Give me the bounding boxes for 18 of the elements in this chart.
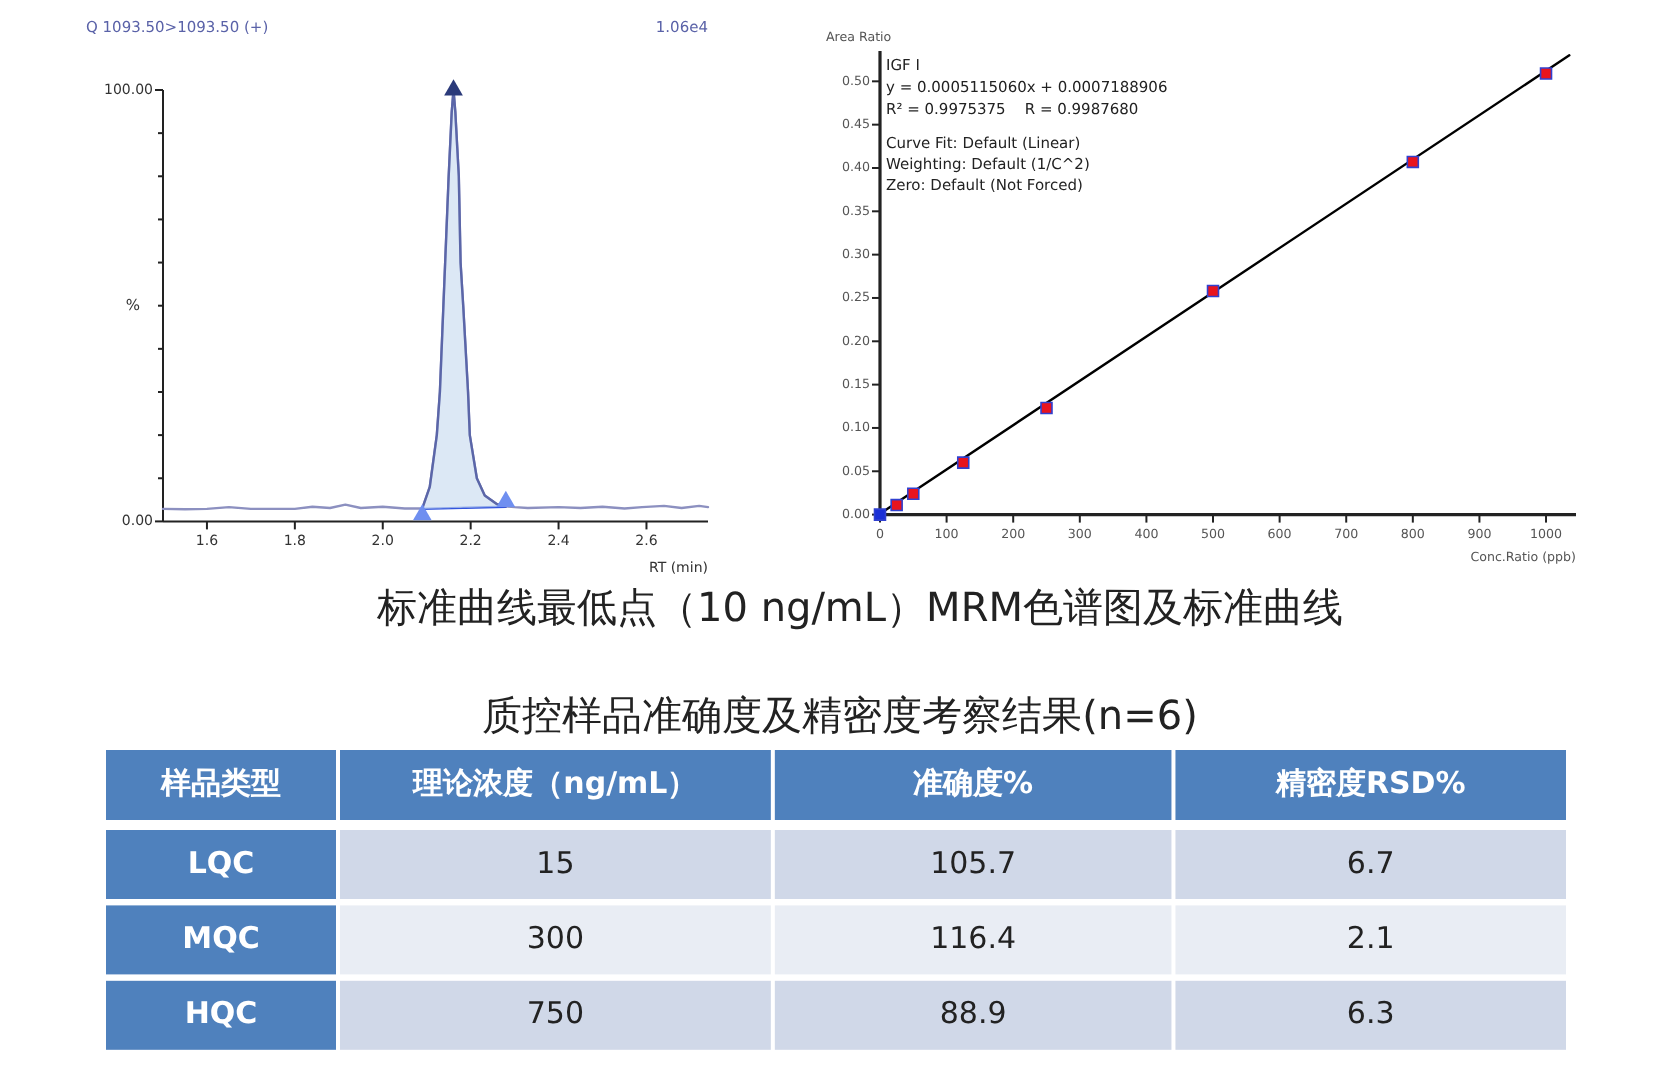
y-tick-label: HQC [184,995,258,1032]
data-label: 6.7 [1346,844,1395,881]
y-axis-title: 样品类型 [159,765,281,802]
y-tick-label: LQC [187,844,255,881]
data-label: 6.3 [1346,995,1395,1032]
data-label: 750 [526,995,585,1032]
data-label: 15 [536,844,575,881]
data-label: 2.1 [1346,920,1395,957]
x-tick-label: 精密度RSD% [1273,765,1466,802]
data-label: 300 [526,920,585,957]
chart-title: 质控样品准确度及精密度考察结果(n=6) [482,690,1198,739]
data-label: 116.4 [930,920,1017,957]
text: 标准曲线最低点（10 ng/mL）MRM色谱图及标准曲线 [375,582,1343,631]
x-tick-label: 准确度% [913,765,1034,802]
data-label: 105.7 [930,844,1017,881]
y-tick-label: MQC [182,920,260,957]
data-label: 88.9 [939,995,1007,1032]
x-tick-label: 理论浓度（ng/mL） [411,765,698,802]
